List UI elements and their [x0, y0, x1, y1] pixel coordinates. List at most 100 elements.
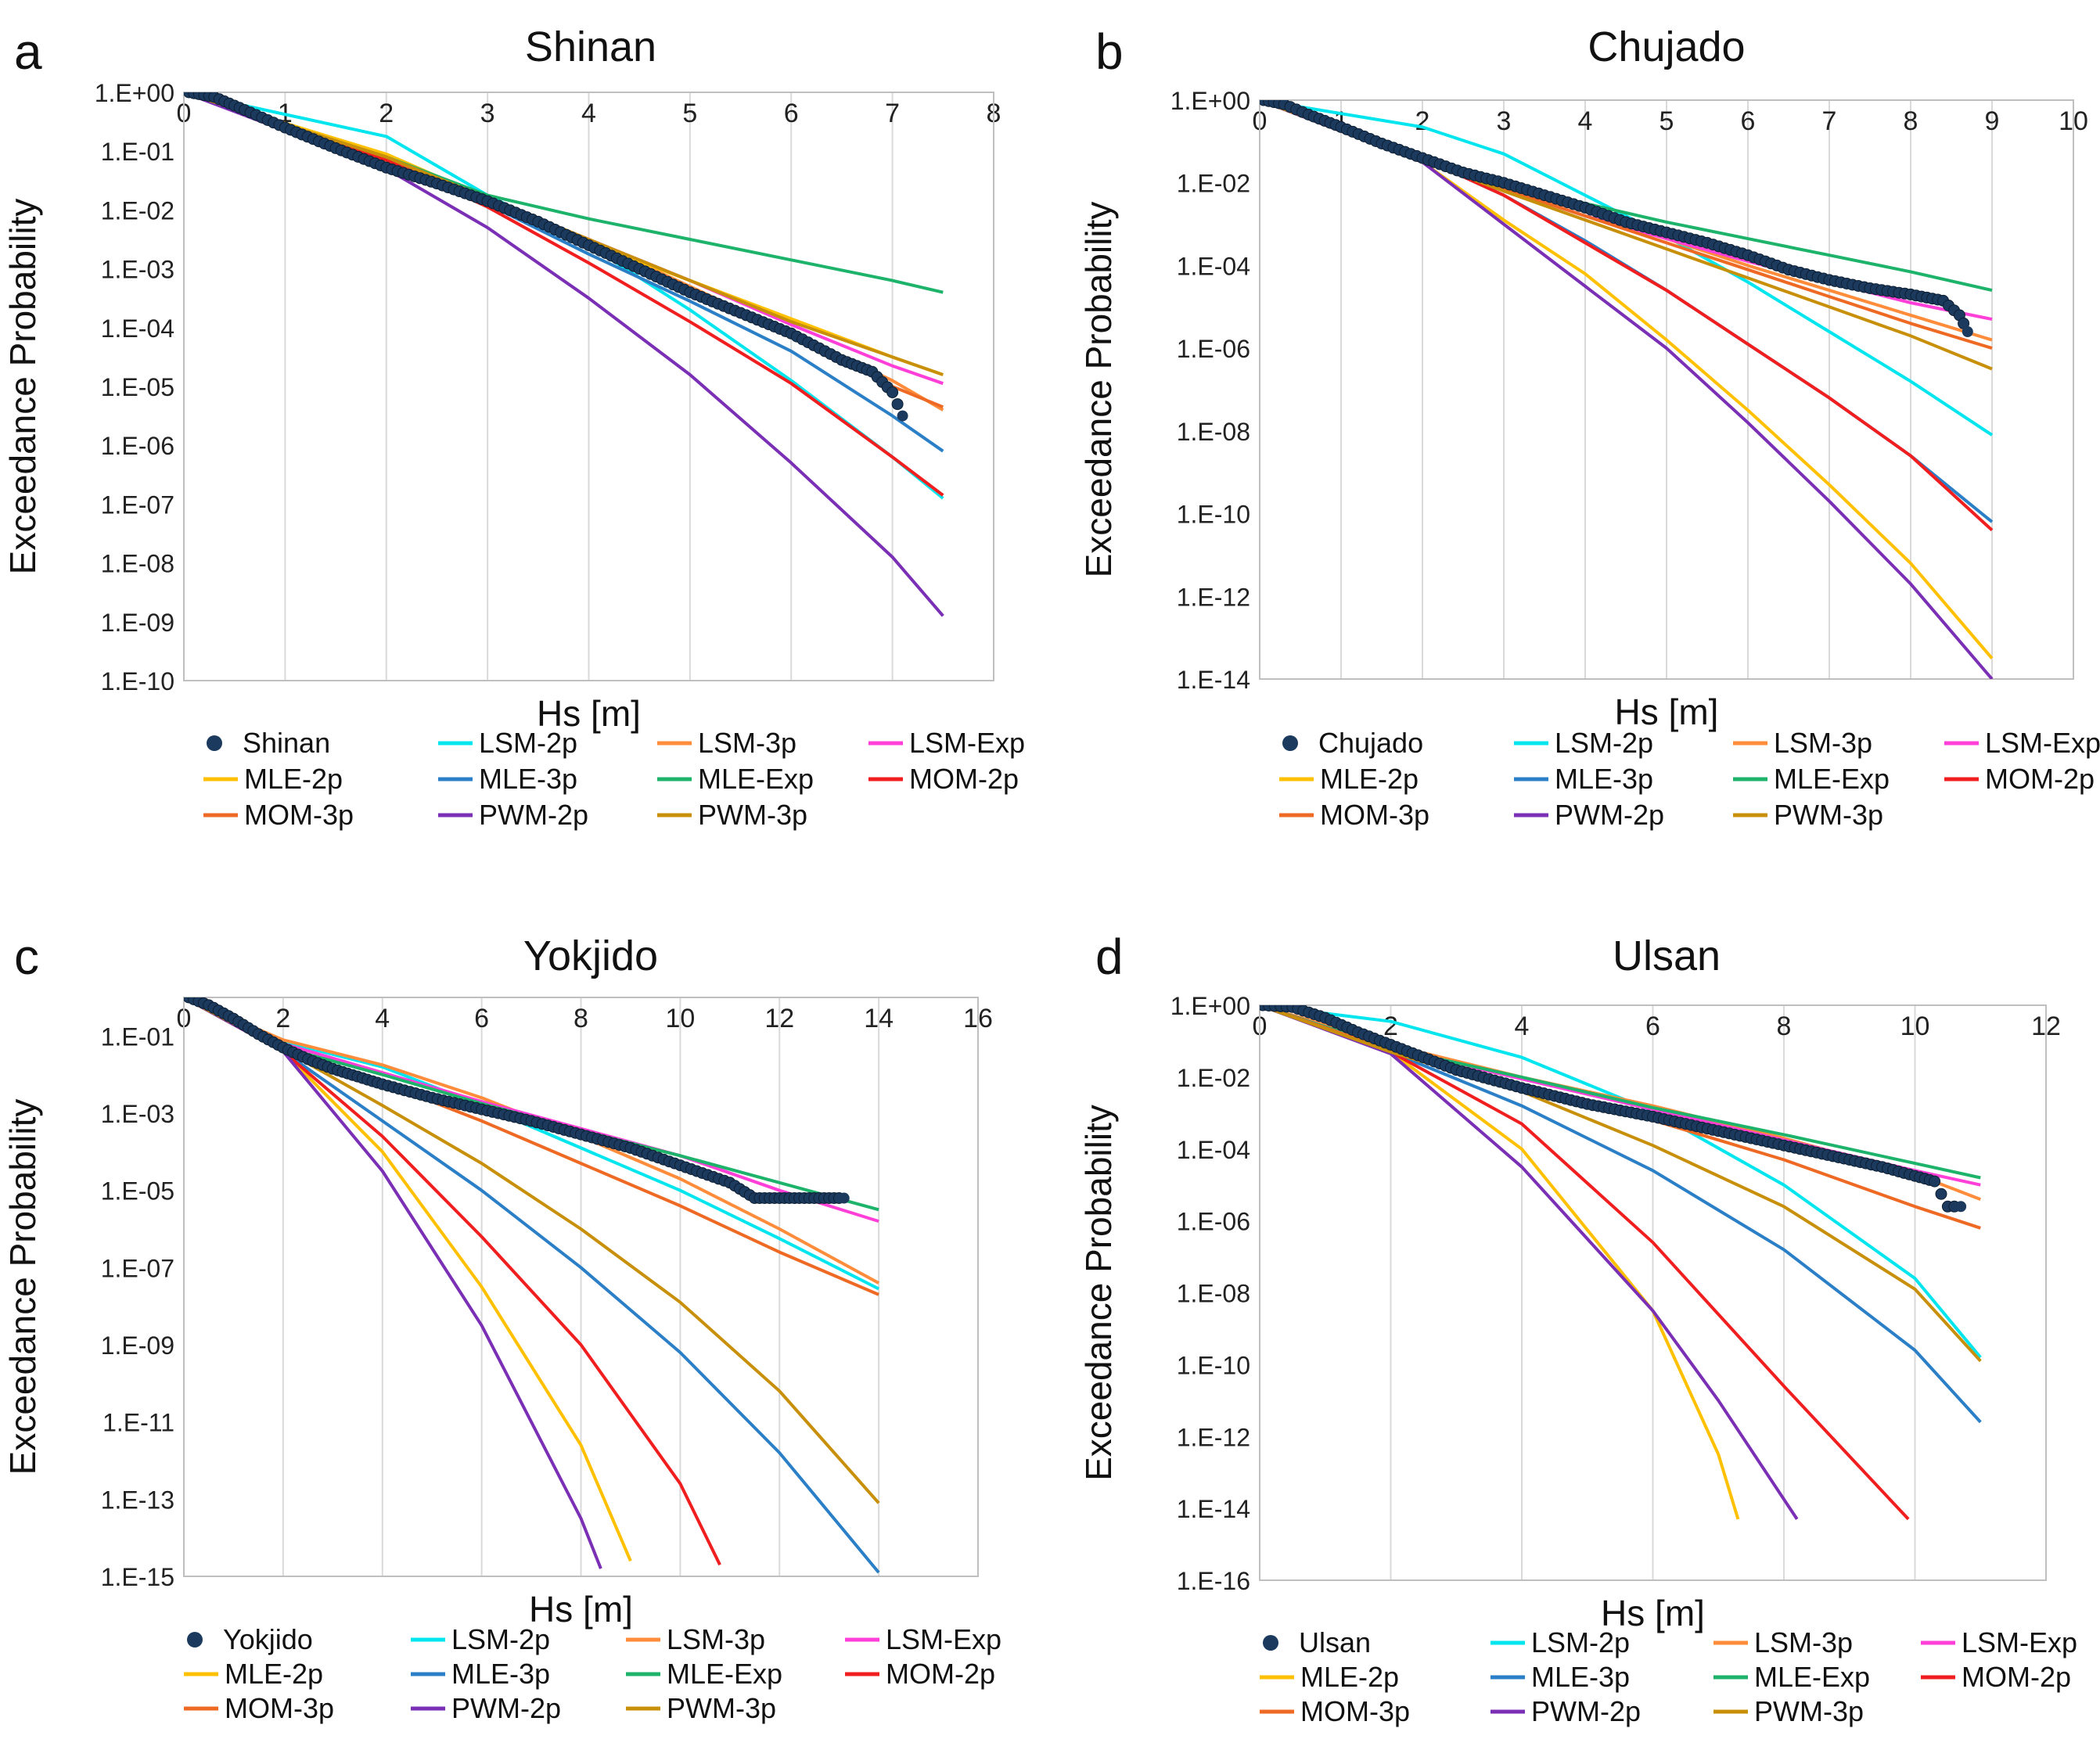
legend-label: MOM-3p — [225, 1692, 334, 1724]
x-tick-label: 7 — [885, 99, 900, 128]
series-line-lsm-3p — [184, 92, 944, 411]
series-line-mle-3p — [184, 92, 944, 453]
legend-item: MOM-2p — [868, 763, 1019, 795]
y-tick-label: 1.E-15 — [101, 1563, 174, 1591]
legend-label: PWM-3p — [1754, 1695, 1864, 1727]
series-line-pwm-3p — [184, 92, 944, 376]
legend-label: Ulsan — [1299, 1626, 1371, 1658]
x-tick-label: 5 — [682, 99, 697, 128]
legend-label: MLE-Exp — [667, 1658, 782, 1690]
y-tick-label: 1.E-08 — [101, 550, 174, 578]
legend-item: PWM-3p — [626, 1692, 776, 1724]
x-tick-label: 2 — [275, 1004, 290, 1033]
legend-item: MOM-2p — [1944, 763, 2095, 795]
legend-label: MLE-3p — [1531, 1661, 1630, 1693]
y-tick-label: 1.E-12 — [1177, 583, 1250, 611]
x-tick-label: 8 — [1904, 106, 1918, 136]
legend-item: LSM-Exp — [845, 1623, 1001, 1655]
legend-item: MLE-2p — [1279, 763, 1419, 795]
series-line-mle-3p — [184, 997, 880, 1574]
y-tick-label: 1.E-04 — [1177, 1136, 1250, 1164]
legend-label: MLE-Exp — [1774, 763, 1890, 795]
legend-label: PWM-3p — [698, 799, 807, 831]
y-tick-label: 1.E-10 — [1177, 501, 1250, 529]
legend-label: LSM-Exp — [909, 727, 1025, 759]
x-tick-label: 4 — [581, 99, 596, 128]
x-axis-label: Hs [m] — [1601, 1593, 1705, 1633]
series-line-lsm-2p — [1260, 1005, 1982, 1359]
y-tick-label: 1.E-01 — [101, 138, 174, 166]
y-tick-label: 1.E-04 — [1177, 252, 1250, 280]
x-axis-label: Hs [m] — [1615, 692, 1719, 732]
legend-label: MLE-Exp — [1754, 1661, 1870, 1693]
legend-label: LSM-3p — [698, 727, 796, 759]
observed-point — [891, 398, 904, 411]
y-axis-label: Exceedance Probability — [2, 199, 43, 575]
x-tick-label: 10 — [1900, 1012, 1930, 1041]
x-tick-label: 3 — [1497, 106, 1512, 136]
y-axis-label: Exceedance Probability — [1078, 1105, 1119, 1481]
series-line-mle-3p — [1260, 100, 1994, 523]
x-tick-label: 6 — [1741, 106, 1756, 136]
legend-label: MLE-2p — [1320, 763, 1419, 795]
legend-label: MLE-3p — [479, 763, 577, 795]
legend-label: MLE-Exp — [698, 763, 814, 795]
legend-label: Shinan — [243, 727, 330, 759]
observed-point — [886, 386, 899, 398]
series-line-mle-exp — [1260, 100, 1993, 293]
series-line-lsm-2p — [184, 92, 944, 500]
panel-letter: c — [14, 929, 39, 985]
legend-label: LSM-2p — [479, 727, 577, 759]
legend-label: LSM-3p — [667, 1623, 765, 1655]
y-tick-label: 1.E-14 — [1177, 1495, 1250, 1523]
y-tick-label: 1.E-03 — [101, 1100, 174, 1128]
legend-label: LSM-Exp — [886, 1623, 1001, 1655]
legend: Chujado LSM-2p LSM-3p LSM-Exp MLE-2p MLE-3p ML… — [1279, 727, 2100, 831]
y-tick-label: 1.E-01 — [101, 1022, 174, 1051]
legend-item: LSM-Exp — [868, 727, 1025, 759]
observed-point — [1962, 326, 1973, 337]
legend-item: MLE-2p — [203, 763, 343, 795]
legend-label: MLE-2p — [1300, 1661, 1399, 1693]
legend-item: PWM-3p — [657, 799, 807, 831]
observed-point — [838, 1192, 850, 1204]
chart-title: Shinan — [525, 23, 656, 70]
x-tick-label: 4 — [375, 1004, 390, 1033]
legend-item: LSM-3p — [1733, 727, 1872, 759]
legend-item: LSM-2p — [1514, 727, 1653, 759]
y-tick-label: 1.E+00 — [1170, 87, 1250, 115]
plot-area — [1260, 100, 1994, 679]
y-tick-label: 1.E-11 — [102, 1409, 174, 1437]
y-tick-label: 1.E-05 — [101, 1177, 174, 1206]
legend-item: LSM-3p — [626, 1623, 765, 1655]
legend-item: PWM-3p — [1713, 1695, 1864, 1727]
legend-item: MOM-3p — [1279, 799, 1429, 831]
y-tick-label: 1.E+00 — [95, 79, 174, 107]
y-tick-label: 1.E-13 — [101, 1486, 174, 1514]
x-tick-label: 5 — [1660, 106, 1674, 136]
y-tick-label: 1.E-12 — [1177, 1423, 1250, 1451]
legend-label: MLE-2p — [225, 1658, 323, 1690]
observed-point — [897, 410, 908, 422]
legend-label: LSM-Exp — [1985, 727, 2100, 759]
legend-label: PWM-2p — [451, 1692, 561, 1724]
y-tick-label: 1.E-06 — [1177, 335, 1250, 363]
x-tick-label: 4 — [1515, 1012, 1530, 1041]
legend-label: LSM-2p — [451, 1623, 550, 1655]
legend-label: MLE-3p — [451, 1658, 550, 1690]
legend-label: LSM-3p — [1754, 1626, 1853, 1658]
legend-marker — [187, 1632, 203, 1648]
legend-label: MOM-2p — [1985, 763, 2095, 795]
legend-item: MLE-2p — [184, 1658, 323, 1690]
legend-item: MLE-3p — [411, 1658, 550, 1690]
y-tick-label: 1.E-04 — [101, 314, 174, 343]
x-tick-label: 2 — [379, 99, 394, 128]
series-line-lsm-3p — [184, 997, 880, 1285]
plot-frame — [183, 92, 994, 681]
y-tick-label: 1.E-06 — [1177, 1208, 1250, 1236]
plot-area — [184, 997, 880, 1574]
series-line-pwm-2p — [1260, 1005, 1799, 1521]
legend-label: PWM-3p — [1774, 799, 1883, 831]
